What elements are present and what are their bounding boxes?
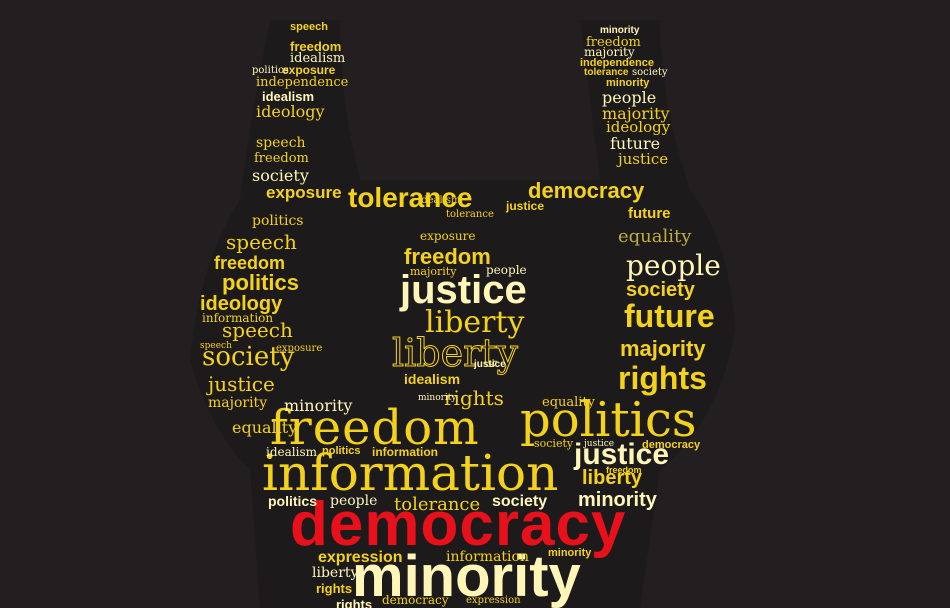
- word-democracy-mid: democracy: [642, 439, 701, 451]
- word-tolerance-top: tolerance: [348, 182, 473, 213]
- word-ideology-left: ideology: [200, 293, 283, 315]
- word-justice-top: justice: [506, 199, 545, 213]
- word-majority-left: majority: [208, 395, 268, 411]
- word-tolerance-mid: tolerance: [394, 494, 481, 515]
- word-society-mid2: society: [534, 437, 574, 450]
- word-idealism-mid: idealism: [418, 195, 461, 206]
- word-ideology-left2: ideology: [256, 102, 325, 121]
- word-freedom-left2: freedom: [254, 151, 309, 166]
- word-liberty-bottom: liberty: [312, 565, 359, 581]
- word-justice-right: justice: [574, 438, 670, 471]
- word-majority-right2: majority: [602, 104, 670, 123]
- word-society-left: society: [202, 342, 295, 372]
- word-liberty-head: liberty: [425, 305, 525, 340]
- word-ideology-right: ideology: [606, 118, 671, 136]
- word-idealism-head: idealism: [404, 371, 461, 387]
- word-exposure-left: exposure: [266, 183, 342, 202]
- word-minority-right3: minority: [606, 77, 650, 89]
- word-speech-left2: speech: [222, 318, 293, 342]
- word-rights-bottom: rights: [316, 581, 353, 596]
- word-exposure-head: exposure: [420, 229, 476, 243]
- word-justice-mid2: justice: [584, 439, 615, 449]
- word-tolerance-right: tolerance: [584, 67, 629, 78]
- word-politics-left3: politics: [252, 65, 289, 76]
- word-justice-mid: justice: [474, 359, 506, 370]
- word-people-right: people: [626, 249, 721, 282]
- word-equality-left: equality: [232, 418, 298, 437]
- word-speech-left4: speech: [290, 21, 328, 33]
- word-independence-left: independence: [256, 75, 349, 90]
- word-people-head: people: [486, 263, 527, 277]
- word-future-right2: future: [610, 134, 661, 153]
- word-freedom-head: freedom: [404, 244, 491, 269]
- word-justice-left: justice: [208, 372, 275, 396]
- word-future-mid: future: [628, 205, 671, 222]
- word-society-left2: society: [252, 166, 309, 185]
- word-equality-right: equality: [618, 226, 692, 247]
- word-majority-head: majority: [410, 265, 457, 278]
- word-information-main: information: [262, 444, 559, 502]
- word-rights-mid: rights: [444, 386, 504, 410]
- word-minority-mid: minority: [418, 393, 457, 403]
- word-freedom-mid: freedom: [606, 465, 642, 475]
- word-politics-mid: politics: [322, 445, 361, 457]
- word-justice-right2: justice: [618, 150, 669, 168]
- word-freedom-left3: freedom: [290, 39, 342, 54]
- word-politics-left4: politics: [268, 493, 318, 509]
- word-freedom-right: freedom: [586, 35, 641, 50]
- word-future-right: future: [624, 298, 715, 334]
- word-expression-bottom: expression: [318, 549, 403, 566]
- word-information-bottom: information: [446, 549, 529, 565]
- word-people-mid: people: [330, 493, 378, 509]
- word-minority-right2: minority: [600, 25, 640, 36]
- word-majority-right3: majority: [584, 45, 635, 59]
- word-minority-left: minority: [284, 396, 353, 415]
- word-majority-right: majority: [620, 336, 706, 361]
- word-idealism-left2: idealism: [262, 89, 315, 104]
- word-democracy-top: democracy: [528, 178, 645, 203]
- word-minority-mid2: minority: [548, 547, 592, 559]
- word-freedom-left: freedom: [214, 253, 286, 273]
- word-expression-bottom2: expression: [466, 595, 521, 606]
- word-idealism-left3: idealism: [290, 51, 346, 66]
- word-rights-right: rights: [618, 360, 707, 396]
- word-justice-head: justice: [400, 268, 527, 312]
- word-information-mid: information: [372, 445, 438, 459]
- word-tolerance-top2: tolerance: [446, 209, 494, 220]
- word-society-right: society: [626, 279, 695, 301]
- word-information-left: information: [202, 311, 274, 325]
- word-minority-main: minority: [352, 544, 581, 608]
- word-democracy-bottom: democracy: [382, 593, 449, 607]
- word-liberty-right: liberty: [582, 467, 643, 489]
- word-society-right2: society: [632, 67, 668, 78]
- word-freedom-main: freedom: [270, 400, 480, 456]
- word-politics-main: politics: [520, 392, 697, 448]
- word-independence-right: independence: [580, 57, 654, 69]
- word-minority-right: minority: [578, 489, 657, 511]
- word-equality-mid: equality: [542, 395, 596, 410]
- word-exposure-top: exposure: [276, 343, 323, 354]
- word-rights-bottom2: rights: [336, 597, 373, 608]
- word-exposure-left2: exposure: [282, 63, 336, 77]
- word-liberty-head-outline: liberty: [391, 331, 519, 375]
- word-speech-mid: speech: [200, 341, 232, 351]
- word-politics-left2: politics: [252, 213, 304, 229]
- word-society-mid: society: [492, 493, 548, 510]
- word-democracy-main: democracy: [290, 490, 627, 559]
- word-speech-left: speech: [226, 230, 297, 254]
- word-idealism-left: idealism: [266, 445, 317, 459]
- word-politics-left: politics: [222, 270, 300, 295]
- word-speech-left3: speech: [256, 135, 306, 151]
- word-people-right2: people: [602, 88, 657, 107]
